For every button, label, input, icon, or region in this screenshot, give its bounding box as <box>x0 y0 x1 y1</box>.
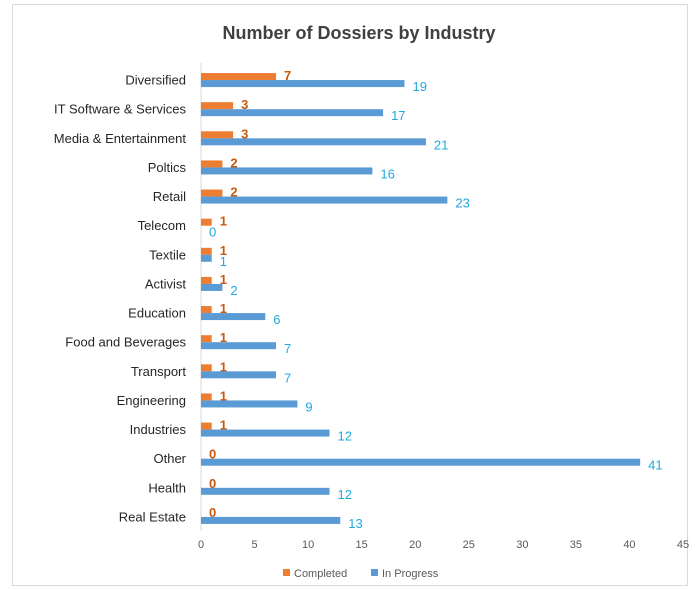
x-tick-label: 35 <box>570 539 582 551</box>
data-label-completed-education: 1 <box>220 301 227 316</box>
data-label-in-progress-transport: 7 <box>284 370 291 385</box>
legend-label-in-progress: In Progress <box>382 568 439 580</box>
x-tick-label: 15 <box>356 539 368 551</box>
bar-in-progress-industries <box>201 429 330 437</box>
data-label-completed-real-estate: 0 <box>209 505 216 520</box>
bar-in-progress-textile <box>201 254 212 262</box>
x-tick-label: 40 <box>623 539 635 551</box>
data-label-completed-food-and-beverages: 1 <box>220 330 227 345</box>
category-label-engineering: Engineering <box>117 393 186 408</box>
bar-completed-telecom <box>201 218 212 226</box>
bar-completed-poltics <box>201 160 223 168</box>
data-label-completed-retail: 2 <box>230 185 237 200</box>
data-label-completed-textile: 1 <box>220 243 227 258</box>
x-tick-label: 10 <box>302 539 314 551</box>
data-label-in-progress-poltics: 16 <box>380 166 394 181</box>
bar-in-progress-health <box>201 487 330 495</box>
x-tick-label: 45 <box>677 539 689 551</box>
bar-in-progress-engineering <box>201 400 298 408</box>
bar-completed-media-entertainment <box>201 131 234 139</box>
bar-in-progress-food-and-beverages <box>201 342 276 350</box>
bar-completed-education <box>201 306 212 314</box>
bar-completed-it-software-services <box>201 102 234 110</box>
data-label-completed-diversified: 7 <box>284 68 291 83</box>
bar-in-progress-retail <box>201 196 448 204</box>
data-label-completed-industries: 1 <box>220 418 227 433</box>
bar-in-progress-media-entertainment <box>201 138 426 146</box>
category-label-education: Education <box>128 306 186 321</box>
category-label-textile: Textile <box>149 247 186 262</box>
data-label-in-progress-industries: 12 <box>338 429 352 444</box>
category-label-other: Other <box>153 451 186 466</box>
data-label-completed-transport: 1 <box>220 359 227 374</box>
bar-completed-retail <box>201 189 223 197</box>
category-label-health: Health <box>148 480 186 495</box>
legend-label-completed: Completed <box>294 568 347 580</box>
category-label-food-and-beverages: Food and Beverages <box>65 335 186 350</box>
category-label-transport: Transport <box>131 364 187 379</box>
bar-in-progress-education <box>201 313 266 321</box>
category-label-telecom: Telecom <box>138 218 186 233</box>
x-tick-label: 25 <box>463 539 475 551</box>
data-label-in-progress-engineering: 9 <box>305 399 312 414</box>
category-label-diversified: Diversified <box>125 73 186 88</box>
legend: Completed In Progress <box>283 568 439 580</box>
legend-swatch-completed <box>283 569 290 576</box>
chart-title: Number of Dossiers by Industry <box>222 23 495 43</box>
category-label-media-entertainment: Media & Entertainment <box>54 131 187 146</box>
category-label-it-software-services: IT Software & Services <box>54 102 186 117</box>
data-label-in-progress-media-entertainment: 21 <box>434 137 448 152</box>
data-label-completed-telecom: 1 <box>220 214 227 229</box>
bar-in-progress-other <box>201 458 641 466</box>
data-label-completed-other: 0 <box>209 447 216 462</box>
data-label-in-progress-activist: 2 <box>230 283 237 298</box>
data-label-completed-poltics: 2 <box>230 155 237 170</box>
x-tick-label: 5 <box>251 539 257 551</box>
bar-in-progress-transport <box>201 371 276 379</box>
x-tick-label: 30 <box>516 539 528 551</box>
bar-completed-diversified <box>201 73 276 81</box>
data-label-completed-media-entertainment: 3 <box>241 126 248 141</box>
data-label-in-progress-food-and-beverages: 7 <box>284 341 291 356</box>
bar-completed-textile <box>201 247 212 255</box>
data-label-in-progress-health: 12 <box>338 487 352 502</box>
bar-completed-food-and-beverages <box>201 335 212 343</box>
bar-completed-transport <box>201 364 212 372</box>
bar-completed-industries <box>201 422 212 430</box>
data-label-in-progress-retail: 23 <box>455 196 469 211</box>
data-label-completed-it-software-services: 3 <box>241 97 248 112</box>
category-label-poltics: Poltics <box>148 160 187 175</box>
bar-in-progress-activist <box>201 283 223 291</box>
bar-in-progress-diversified <box>201 80 405 88</box>
bar-in-progress-it-software-services <box>201 109 384 117</box>
data-label-completed-engineering: 1 <box>220 388 227 403</box>
data-label-completed-health: 0 <box>209 476 216 491</box>
bar-completed-activist <box>201 276 212 284</box>
data-label-in-progress-telecom: 0 <box>209 225 216 240</box>
category-label-retail: Retail <box>153 189 186 204</box>
data-label-in-progress-other: 41 <box>648 458 662 473</box>
x-tick-label: 20 <box>409 539 421 551</box>
category-label-activist: Activist <box>145 276 187 291</box>
category-label-real-estate: Real Estate <box>119 509 186 524</box>
data-label-in-progress-it-software-services: 17 <box>391 108 405 123</box>
data-label-completed-activist: 1 <box>220 272 227 287</box>
data-label-in-progress-real-estate: 13 <box>348 516 362 531</box>
x-tick-label: 0 <box>198 539 204 551</box>
bar-in-progress-real-estate <box>201 516 341 524</box>
category-label-industries: Industries <box>130 422 187 437</box>
data-label-in-progress-diversified: 19 <box>413 79 427 94</box>
bar-completed-engineering <box>201 393 212 401</box>
data-label-in-progress-textile: 1 <box>220 254 227 269</box>
data-label-in-progress-education: 6 <box>273 312 280 327</box>
bar-in-progress-poltics <box>201 167 373 175</box>
legend-swatch-in-progress <box>371 569 378 576</box>
chart-frame <box>12 4 688 586</box>
